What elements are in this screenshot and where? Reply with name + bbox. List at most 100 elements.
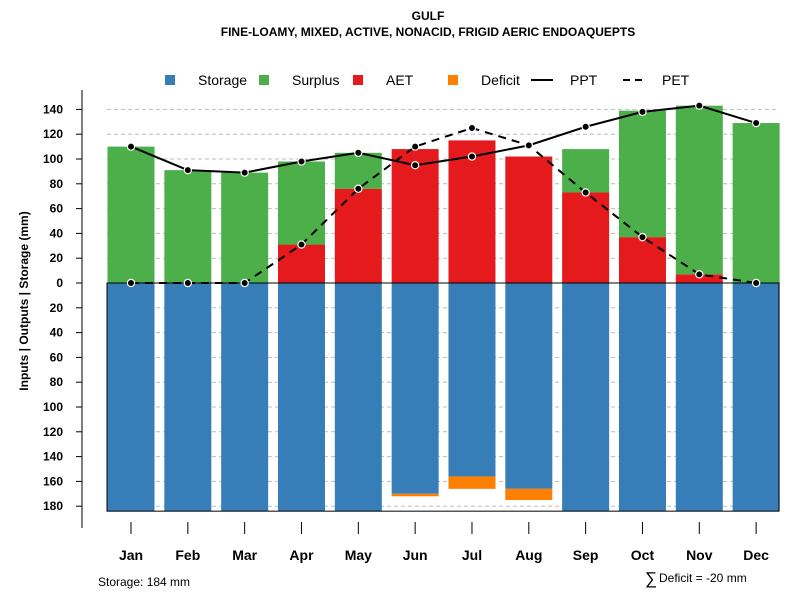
- bar-surplus: [618, 110, 666, 238]
- legend-label-pet: PET: [662, 72, 690, 88]
- bar-aet: [391, 149, 439, 283]
- bar-surplus: [732, 123, 780, 283]
- sum-symbol: ∑: [645, 569, 657, 588]
- pet-point: [126, 278, 136, 288]
- y-tick-label: 80: [50, 177, 64, 191]
- ppt-point: [638, 107, 647, 117]
- x-tick-label-oct: Oct: [631, 547, 655, 563]
- ppt-point: [354, 148, 363, 157]
- bar-storage: [107, 283, 155, 512]
- y-tick-label: 120: [43, 127, 63, 141]
- legend-label-storage: Storage: [198, 72, 247, 88]
- y-tick-label: 20: [50, 251, 64, 265]
- bar-storage: [562, 283, 610, 512]
- x-tick-label-jun: Jun: [403, 547, 428, 563]
- bar-surplus: [675, 105, 723, 275]
- ppt-point: [581, 122, 590, 131]
- x-tick-label-aug: Aug: [515, 547, 542, 563]
- bar-surplus: [221, 172, 269, 283]
- storage-frame: [106, 282, 780, 512]
- bar-storage: [448, 283, 496, 477]
- ppt-point: [524, 141, 534, 150]
- bar-aet: [505, 156, 553, 283]
- bar-aet: [562, 192, 610, 283]
- bar-storage: [618, 283, 666, 512]
- bar-surplus: [107, 146, 155, 283]
- y-tick-label: 100: [43, 400, 63, 414]
- bar-aet: [277, 244, 325, 283]
- deficit-footer: Deficit = -20 mm: [659, 571, 747, 585]
- pet-point: [297, 240, 306, 249]
- ppt-point: [410, 160, 420, 170]
- bar-aet: [675, 274, 723, 283]
- pet-point: [410, 142, 420, 151]
- y-tick-label: 60: [50, 350, 64, 364]
- bar-storage: [164, 283, 212, 512]
- legend-swatch-deficit: [448, 75, 458, 85]
- legend-label-aet: AET: [386, 72, 414, 88]
- y-tick-label: 40: [50, 326, 64, 340]
- x-tick-label-nov: Nov: [686, 547, 713, 563]
- pet-point: [751, 278, 761, 288]
- bar-surplus: [277, 161, 325, 245]
- pet-point: [581, 188, 590, 197]
- axes: 0 20 40 60 80 100 120 140 20 40 60 80 100 120 140 160 18…: [43, 90, 780, 563]
- bar-aet: [334, 188, 382, 283]
- storage-footer: Storage: 184 mm: [98, 575, 190, 589]
- legend-swatch-surplus: [259, 75, 269, 85]
- bar-storage: [221, 283, 269, 512]
- pet-point: [354, 184, 363, 193]
- ppt-point: [297, 157, 306, 166]
- y-tick-label: 140: [43, 102, 63, 116]
- x-tick-label-sep: Sep: [573, 547, 599, 563]
- y-tick-label: 120: [43, 425, 63, 439]
- ppt-point: [695, 101, 704, 110]
- legend-label-surplus: Surplus: [292, 72, 339, 88]
- x-tick-label-feb: Feb: [175, 547, 200, 563]
- y-tick-label: 20: [50, 301, 64, 315]
- y-tick-label: 180: [43, 499, 63, 513]
- bars: [107, 105, 780, 512]
- chart-subtitle: FINE-LOAMY, MIXED, ACTIVE, NONACID, FRIG…: [221, 25, 635, 39]
- y-tick-label: 40: [50, 226, 64, 240]
- bar-storage: [675, 283, 723, 512]
- chart-title: GULF: [412, 9, 445, 23]
- y-tick-label: 100: [43, 152, 63, 166]
- legend-swatch-aet: [353, 75, 363, 85]
- ppt-point: [467, 152, 477, 161]
- bar-aet: [618, 237, 666, 283]
- legend: Storage Surplus AET Deficit PPT PET: [165, 72, 690, 88]
- bar-surplus: [164, 170, 212, 283]
- bar-surplus: [562, 149, 610, 193]
- pet-point: [695, 270, 704, 279]
- series-lines: [126, 101, 761, 288]
- pet-point: [240, 278, 249, 288]
- legend-label-deficit: Deficit: [481, 72, 520, 88]
- bar-storage: [391, 283, 439, 494]
- x-tick-label-jan: Jan: [119, 547, 143, 563]
- ppt-line: [130, 104, 757, 174]
- ppt-point: [751, 118, 761, 128]
- bar-storage: [732, 283, 780, 512]
- gridlines: [107, 108, 779, 507]
- ppt-point: [183, 165, 193, 175]
- y-tick-label: 160: [43, 474, 63, 488]
- x-tick-label-jul: Jul: [462, 547, 482, 563]
- legend-label-ppt: PPT: [570, 72, 598, 88]
- ppt-point: [126, 142, 136, 151]
- x-tick-label-mar: Mar: [232, 547, 257, 563]
- pet-point: [638, 232, 647, 242]
- y-tick-label: 80: [50, 375, 64, 389]
- x-tick-label-dec: Dec: [743, 547, 769, 563]
- x-tick-label-apr: Apr: [289, 547, 314, 563]
- bar-deficit: [391, 493, 439, 497]
- y-tick-label: 140: [43, 450, 63, 464]
- legend-swatch-storage: [165, 75, 175, 85]
- x-tick-label-may: May: [345, 547, 372, 563]
- pet-point: [467, 123, 477, 133]
- ppt-point: [240, 168, 249, 177]
- bar-storage: [505, 283, 553, 489]
- y-tick-label: 60: [50, 202, 64, 216]
- pet-line: [131, 126, 757, 284]
